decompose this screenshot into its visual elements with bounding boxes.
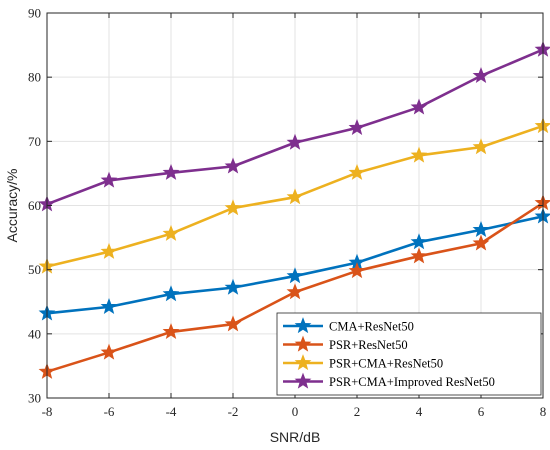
x-tick-label: -2 [228, 404, 239, 419]
data-point [100, 242, 118, 259]
data-point [472, 138, 490, 155]
data-point [286, 133, 304, 150]
data-point [472, 67, 490, 84]
data-point [100, 298, 118, 315]
legend-label: PSR+CMA+Improved ResNet50 [329, 375, 495, 389]
data-point [224, 157, 242, 174]
legend-item: PSR+CMA+ResNet50 [283, 354, 443, 371]
data-point [410, 233, 428, 250]
data-point [162, 224, 180, 241]
legend-item: PSR+ResNet50 [283, 335, 408, 352]
legend-item: PSR+CMA+Improved ResNet50 [283, 372, 495, 389]
data-point [286, 188, 304, 205]
x-tick-label: -4 [166, 404, 177, 419]
series-3 [38, 117, 550, 274]
legend-marker [294, 335, 312, 352]
data-point [348, 262, 366, 279]
x-tick-label: -6 [104, 404, 115, 419]
data-point [162, 285, 180, 302]
data-point [472, 234, 490, 251]
data-point [224, 199, 242, 216]
legend-label: PSR+CMA+ResNet50 [329, 357, 443, 371]
data-point [348, 119, 366, 136]
y-axis-label: Accuracy/% [4, 169, 20, 243]
data-point [100, 343, 118, 360]
y-tick-label: 50 [28, 262, 41, 277]
x-tick-label: -8 [42, 404, 53, 419]
y-tick-label: 90 [28, 6, 41, 21]
data-point [410, 98, 428, 115]
data-point [100, 171, 118, 188]
data-point [472, 221, 490, 238]
tick-labels: -8 -6 -4 -2 0 2 4 6 8 30 40 50 60 70 80 90 [28, 6, 546, 420]
data-point [224, 315, 242, 332]
legend-marker [294, 372, 312, 389]
x-tick-label: 2 [354, 404, 361, 419]
legend: CMA+ResNet50 PSR+ResNet50 PSR+CMA+ResNet50… [276, 312, 542, 396]
data-point [286, 283, 304, 300]
data-point [162, 163, 180, 180]
legend-marker [294, 354, 312, 371]
x-tick-label: 6 [478, 404, 485, 419]
y-tick-label: 40 [28, 326, 41, 341]
x-tick-label: 8 [540, 404, 547, 419]
data-point [348, 163, 366, 180]
data-point [286, 267, 304, 284]
data-point [224, 278, 242, 295]
x-tick-label: 4 [416, 404, 423, 419]
data-point [410, 146, 428, 163]
legend-label: PSR+ResNet50 [329, 338, 408, 352]
legend-label: CMA+ResNet50 [329, 320, 414, 334]
y-tick-label: 60 [28, 198, 41, 213]
data-point [162, 323, 180, 340]
y-tick-label: 30 [28, 391, 41, 406]
legend-marker [294, 317, 312, 334]
y-tick-label: 70 [28, 134, 41, 149]
x-axis-label: SNR/dB [270, 429, 321, 445]
y-tick-label: 80 [28, 70, 41, 85]
series-layer [38, 40, 550, 379]
legend-item: CMA+ResNet50 [283, 317, 414, 334]
x-tick-label: 0 [292, 404, 299, 419]
data-point [410, 247, 428, 264]
